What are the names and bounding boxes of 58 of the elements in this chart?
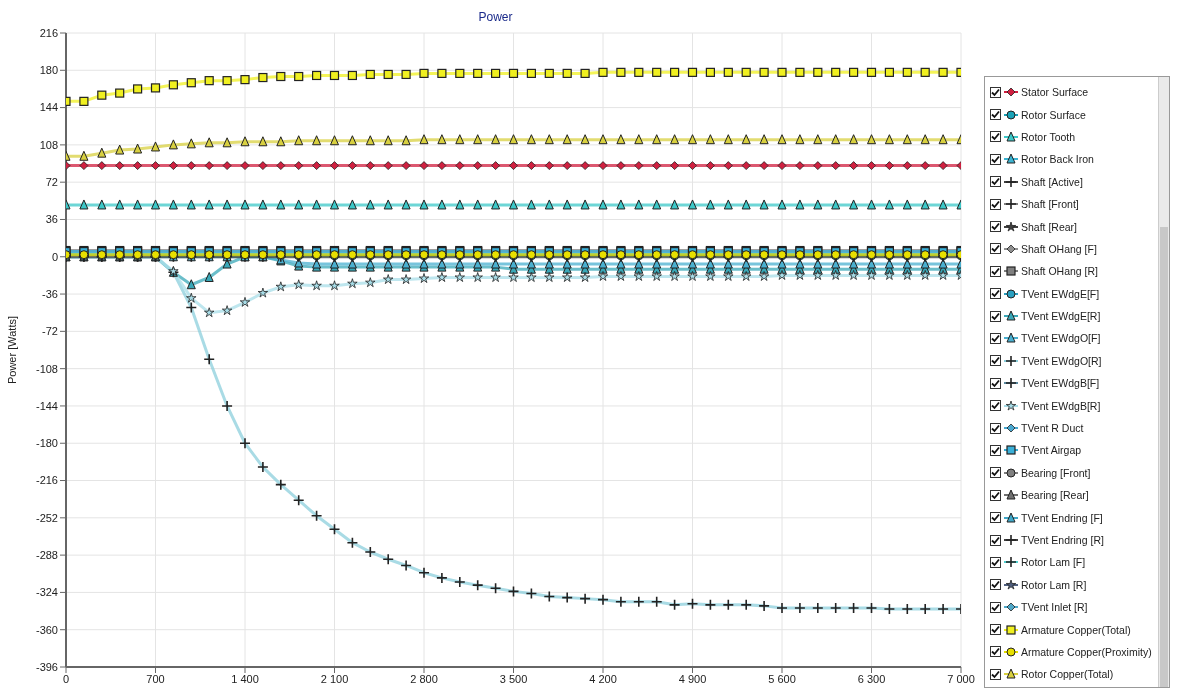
legend-label: TVent Inlet [R]: [1021, 601, 1088, 614]
y-tick-label: -108: [35, 362, 58, 375]
legend-label: Rotor Tooth: [1021, 130, 1076, 143]
legend-label: Stator Surface: [1021, 86, 1089, 99]
y-tick-label: 144: [39, 101, 58, 114]
y-tick-label: -396: [35, 660, 58, 673]
y-tick-label: 36: [45, 213, 58, 226]
legend-label: Shaft [Active]: [1021, 175, 1083, 188]
legend-label: Shaft OHang [R]: [1021, 265, 1099, 278]
legend-label: Shaft [Front]: [1021, 198, 1079, 211]
legend-label: TVent EWdgE[F]: [1021, 287, 1100, 300]
y-tick-label: 0: [51, 250, 58, 263]
legend-label: Bearing [Front]: [1021, 466, 1091, 479]
y-tick-label: -180: [35, 437, 58, 450]
legend-label: TVent R Duct: [1021, 422, 1084, 435]
y-tick-label: -360: [35, 623, 58, 636]
y-tick-label: -216: [35, 474, 58, 487]
legend-label: TVent EWdgO[R]: [1021, 354, 1102, 367]
x-tick-label: 4 900: [678, 672, 707, 685]
x-tick-label: 3 500: [499, 672, 528, 685]
legend-label: Rotor Lam [F]: [1021, 556, 1086, 569]
legend-label: Shaft OHang [F]: [1021, 242, 1097, 255]
y-tick-label: 180: [39, 64, 58, 77]
x-tick-label: 7 000: [947, 672, 975, 685]
chart-title: Power: [477, 9, 514, 24]
legend-label: TVent EWdgB[R]: [1021, 399, 1101, 412]
y-tick-label: -288: [35, 549, 58, 562]
x-tick-label: 0: [62, 672, 70, 685]
legend-label: TVent EWdgB[F]: [1021, 377, 1100, 390]
x-tick-label: 1 400: [231, 672, 259, 685]
legend-label: TVent Endring [R]: [1021, 534, 1104, 546]
legend-label: Shaft [Rear]: [1021, 220, 1078, 233]
legend-label: TVent Airgap: [1021, 444, 1082, 457]
y-tick-label: -144: [35, 399, 58, 412]
y-tick-label: -252: [35, 511, 58, 524]
legend-label: Armature Copper(Proximity): [1021, 645, 1152, 658]
legend-label: Rotor Back Iron: [1021, 153, 1094, 166]
legend-label: Armature Copper(Total): [1021, 623, 1131, 636]
x-tick-label: 4 200: [589, 672, 617, 685]
y-axis-title: Power [Watts]: [5, 315, 18, 385]
y-tick-label: -72: [42, 325, 58, 338]
legend-label: Rotor Surface: [1021, 108, 1086, 121]
legend-label: TVent EWdgE[R]: [1021, 310, 1101, 323]
x-tick-label: 5 600: [768, 672, 796, 685]
x-tick-label: 700: [146, 672, 165, 685]
legend-label: Rotor Lam [R]: [1021, 578, 1087, 591]
legend-label: TVent Endring [F]: [1021, 511, 1103, 524]
x-tick-label: 2 800: [410, 672, 438, 685]
y-tick-label: 72: [45, 176, 58, 189]
y-tick-label: 216: [39, 26, 58, 39]
legend-label: Rotor Copper(Total): [1021, 668, 1114, 681]
legend-label: TVent EWdgO[F]: [1021, 332, 1101, 345]
x-tick-label: 6 300: [857, 672, 886, 685]
y-tick-label: 108: [39, 138, 58, 151]
legend-label: Bearing [Rear]: [1021, 489, 1089, 502]
y-tick-label: -324: [35, 586, 58, 599]
x-tick-label: 2 100: [320, 672, 349, 685]
y-tick-label: -36: [42, 287, 58, 300]
